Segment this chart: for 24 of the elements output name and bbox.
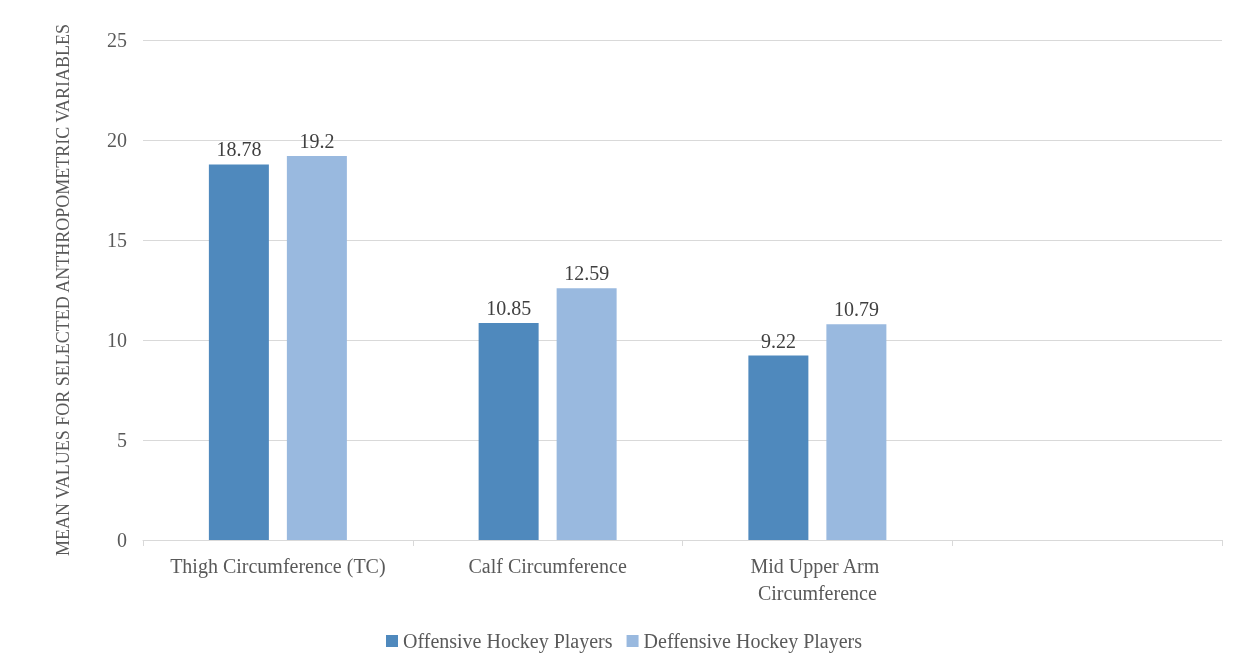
- bar: [286, 156, 347, 540]
- x-tick-label: Calf Circumference: [468, 554, 627, 577]
- y-tick-label: 10: [107, 329, 127, 351]
- data-label: 9.22: [760, 329, 796, 352]
- legend-label: Offensive Hockey Players: [402, 630, 613, 653]
- y-tick-label: 25: [107, 29, 127, 51]
- data-label: 18.78: [216, 138, 262, 161]
- bar: [208, 164, 269, 540]
- y-tick-label: 15: [107, 229, 127, 251]
- y-tick-label: 0: [117, 529, 127, 551]
- bar: [556, 288, 617, 540]
- data-label: 19.2: [299, 130, 335, 152]
- data-label: 12.59: [564, 262, 610, 285]
- x-tick-label: Mid Upper Arm Circumference: [750, 554, 885, 604]
- data-label: 10.85: [486, 297, 532, 319]
- legend-label: Deffensive Hockey Players: [643, 630, 863, 653]
- data-label: 10.79: [833, 298, 879, 321]
- y-axis-title: MEAN VALUES FOR SELECTED ANTHROPOMETRIC VARIABLES: [53, 23, 73, 557]
- y-tick-label: 20: [107, 129, 127, 151]
- bar: [478, 323, 539, 540]
- bar: [748, 355, 809, 540]
- x-tick-label: Thigh Circumference (TC): [170, 554, 386, 578]
- bar: [826, 324, 887, 540]
- y-tick-label: 5: [117, 429, 127, 451]
